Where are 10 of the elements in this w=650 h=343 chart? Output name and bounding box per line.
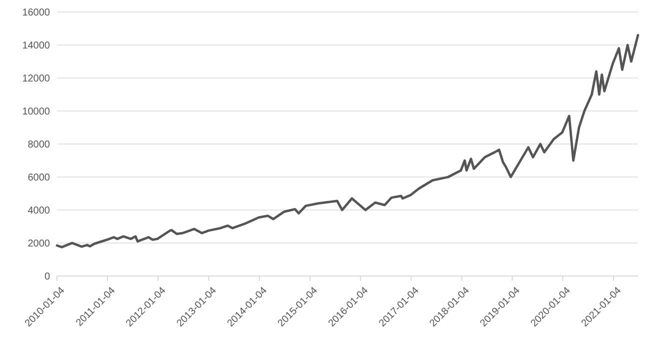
y-tick-label: 16000 xyxy=(22,8,50,18)
y-tick-label: 12000 xyxy=(22,74,50,84)
line-series xyxy=(56,34,640,248)
y-tick-label: 14000 xyxy=(22,40,50,52)
y-tick-label: 2000 xyxy=(28,238,50,250)
y-tick-label: 6000 xyxy=(28,172,50,184)
y-tick-label: 8000 xyxy=(28,140,50,150)
y-tick-label: 0 xyxy=(44,272,50,282)
y-tick-label: 4000 xyxy=(28,206,50,216)
y-tick-label: 10000 xyxy=(22,106,50,118)
